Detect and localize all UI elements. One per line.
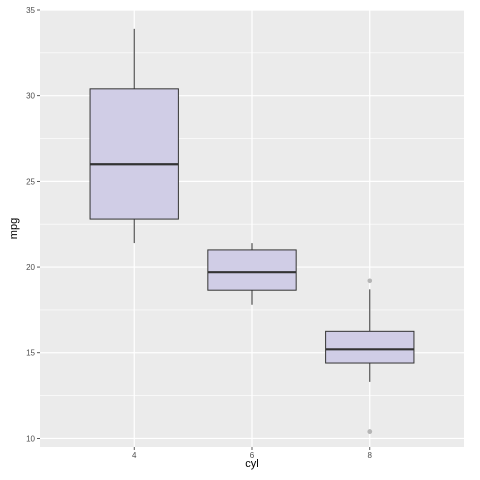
y-tick-label: 30	[26, 92, 35, 101]
outlier-point	[367, 429, 373, 434]
y-tick-label: 15	[26, 349, 35, 358]
x-axis: 4 6 8	[132, 447, 373, 460]
y-tick-label: 10	[26, 434, 35, 443]
box-4	[89, 28, 179, 244]
box-6	[207, 243, 297, 305]
box-iqr	[325, 330, 415, 364]
x-tick-label: 8	[368, 451, 373, 460]
y-tick-label: 20	[26, 263, 35, 272]
x-tick-label: 6	[250, 451, 255, 460]
outlier-point	[367, 278, 373, 284]
x-axis-title: cyl	[245, 458, 258, 470]
box-series	[89, 28, 415, 434]
box-iqr	[89, 88, 179, 220]
y-axis: 10 15 20 25 30 35	[26, 6, 40, 443]
y-tick-label: 35	[26, 6, 35, 15]
y-axis-title: mpg	[8, 218, 20, 239]
x-tick-label: 4	[132, 451, 137, 460]
box-iqr	[207, 249, 297, 291]
y-tick-label: 25	[26, 177, 35, 186]
box-8	[325, 278, 415, 434]
